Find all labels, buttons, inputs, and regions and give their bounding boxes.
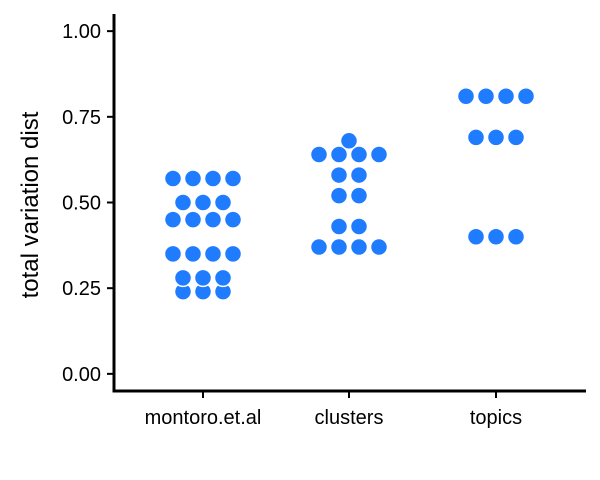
data-point-montoro.et.al <box>163 244 183 264</box>
data-point-topics <box>456 87 476 106</box>
y-axis-title: total variation dist <box>17 111 44 298</box>
data-point-montoro.et.al <box>213 268 233 288</box>
data-point-clusters <box>349 165 369 185</box>
data-point-montoro.et.al <box>163 169 183 188</box>
data-point-topics <box>506 227 526 247</box>
data-point-montoro.et.al <box>183 169 203 188</box>
data-point-montoro.et.al <box>173 268 193 288</box>
data-point-montoro.et.al <box>193 268 213 288</box>
y-tick-label: 0.50 <box>62 193 101 215</box>
data-point-topics <box>466 227 486 247</box>
y-axis: 0.00 0.25 0.50 0.75 1.00 <box>62 14 116 391</box>
data-point-clusters <box>349 186 369 205</box>
data-point-montoro.et.al <box>213 193 233 212</box>
data-point-montoro.et.al <box>223 210 243 229</box>
x-tick-label-montoro.et.al: montoro.et.al <box>145 407 262 429</box>
data-point-topics <box>466 128 486 147</box>
data-points <box>163 87 536 301</box>
data-point-clusters <box>369 237 389 257</box>
data-point-clusters <box>329 145 349 164</box>
data-point-montoro.et.al <box>203 244 223 264</box>
data-point-topics <box>496 87 516 106</box>
y-tick-label: 1.00 <box>62 21 101 43</box>
data-point-montoro.et.al <box>193 193 213 212</box>
data-point-montoro.et.al <box>173 193 193 212</box>
data-point-topics <box>476 87 496 106</box>
data-point-clusters <box>329 165 349 185</box>
y-tick-label: 0.00 <box>62 364 101 386</box>
data-point-montoro.et.al <box>163 210 183 229</box>
data-point-montoro.et.al <box>183 244 203 264</box>
data-point-clusters <box>339 131 359 151</box>
data-point-montoro.et.al <box>203 210 223 229</box>
data-point-clusters <box>309 145 329 164</box>
data-point-montoro.et.al <box>183 210 203 229</box>
data-point-topics <box>486 227 506 247</box>
y-tick-label: 0.75 <box>62 107 101 129</box>
data-point-clusters <box>329 217 349 236</box>
data-point-clusters <box>349 145 369 164</box>
data-point-topics <box>516 87 536 106</box>
data-point-montoro.et.al <box>223 244 243 264</box>
data-point-clusters <box>369 145 389 164</box>
data-point-clusters <box>329 237 349 257</box>
data-point-topics <box>506 128 526 147</box>
data-point-montoro.et.al <box>223 169 243 188</box>
x-axis: montoro.et.al clusters topics <box>112 389 586 429</box>
data-point-clusters <box>329 186 349 205</box>
x-tick-label-topics: topics <box>470 407 522 429</box>
data-point-clusters <box>309 237 329 257</box>
data-point-topics <box>486 128 506 147</box>
y-tick-label: 0.25 <box>62 278 101 300</box>
data-point-clusters <box>349 237 369 257</box>
data-point-clusters <box>349 217 369 236</box>
x-tick-label-clusters: clusters <box>315 407 384 429</box>
data-point-montoro.et.al <box>203 169 223 188</box>
